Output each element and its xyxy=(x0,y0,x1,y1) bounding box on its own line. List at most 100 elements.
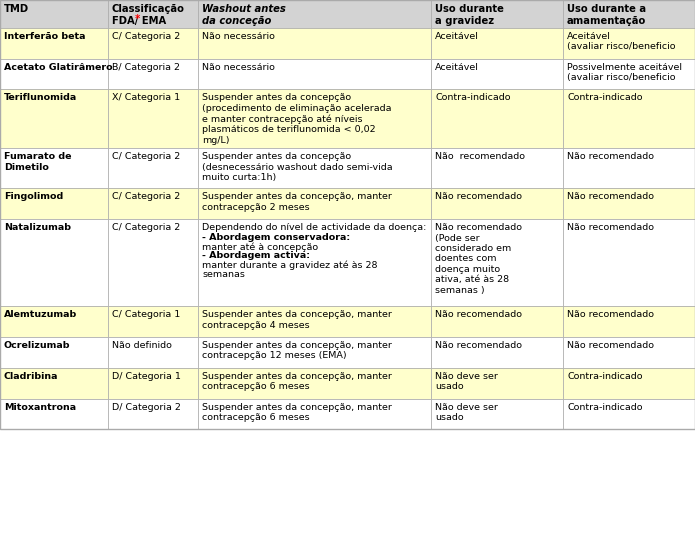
Text: TMD: TMD xyxy=(4,4,29,14)
Text: Fingolimod: Fingolimod xyxy=(4,193,63,201)
Bar xyxy=(108,306,198,337)
Bar xyxy=(431,148,563,188)
Text: Acetato Glatirâmero: Acetato Glatirâmero xyxy=(4,62,113,72)
Text: C/ Categoria 1: C/ Categoria 1 xyxy=(112,310,180,320)
Text: Não recomendado: Não recomendado xyxy=(567,193,654,201)
Bar xyxy=(431,220,563,306)
Bar xyxy=(108,89,198,148)
Bar xyxy=(198,368,431,399)
Text: Cladribina: Cladribina xyxy=(4,372,58,381)
Bar xyxy=(431,28,563,59)
Bar xyxy=(108,220,198,306)
Text: Não recomendado: Não recomendado xyxy=(567,310,654,320)
Bar xyxy=(563,0,695,28)
Bar xyxy=(563,368,695,399)
Bar xyxy=(0,337,108,368)
Text: Não recomendado
(Pode ser
considerado em
doentes com
doença muito
ativa, até às : Não recomendado (Pode ser considerado em… xyxy=(435,223,522,295)
Bar xyxy=(198,399,431,429)
Bar xyxy=(108,59,198,89)
Text: Suspender antes da concepção, manter
contracepção 2 meses: Suspender antes da concepção, manter con… xyxy=(202,193,392,212)
Bar xyxy=(563,337,695,368)
Text: Suspender antes da concepção
(procedimento de eliminação acelerada
e manter cont: Suspender antes da concepção (procedimen… xyxy=(202,94,391,145)
Text: Suspender antes da concepção, manter
contracepção 6 meses: Suspender antes da concepção, manter con… xyxy=(202,372,392,391)
Bar xyxy=(563,28,695,59)
Text: semanas: semanas xyxy=(202,270,245,279)
Text: Contra-indicado: Contra-indicado xyxy=(567,372,642,381)
Bar xyxy=(198,59,431,89)
Bar xyxy=(108,28,198,59)
Text: Não definido: Não definido xyxy=(112,341,172,350)
Text: D/ Categoria 2: D/ Categoria 2 xyxy=(112,402,181,412)
Text: B/ Categoria 2: B/ Categoria 2 xyxy=(112,62,180,72)
Text: - Abordagem conservadora:: - Abordagem conservadora: xyxy=(202,232,350,242)
Text: *: * xyxy=(135,14,140,24)
Text: manter durante a gravidez até às 28: manter durante a gravidez até às 28 xyxy=(202,261,377,270)
Bar xyxy=(0,220,108,306)
Text: Uso durante a
amamentação: Uso durante a amamentação xyxy=(567,4,646,26)
Bar xyxy=(0,399,108,429)
Text: C/ Categoria 2: C/ Categoria 2 xyxy=(112,223,180,232)
Text: Não deve ser
usado: Não deve ser usado xyxy=(435,372,498,391)
Bar xyxy=(198,306,431,337)
Text: Dependendo do nível de actividade da doença:: Dependendo do nível de actividade da doe… xyxy=(202,223,426,232)
Bar xyxy=(198,337,431,368)
Bar xyxy=(108,0,198,28)
Bar xyxy=(431,368,563,399)
Text: Não necessário: Não necessário xyxy=(202,32,275,41)
Bar xyxy=(0,89,108,148)
Bar xyxy=(0,306,108,337)
Text: Suspender antes da concepção, manter
contracepção 4 meses: Suspender antes da concepção, manter con… xyxy=(202,310,392,330)
Text: Não recomendado: Não recomendado xyxy=(435,193,522,201)
Text: Teriflunomida: Teriflunomida xyxy=(4,94,77,102)
Text: Aceitável: Aceitável xyxy=(435,32,479,41)
Bar xyxy=(0,0,108,28)
Bar xyxy=(198,89,431,148)
Bar xyxy=(198,148,431,188)
Text: - Abordagem activa:: - Abordagem activa: xyxy=(202,251,310,260)
Bar xyxy=(563,306,695,337)
Bar xyxy=(0,59,108,89)
Text: Não deve ser
usado: Não deve ser usado xyxy=(435,402,498,422)
Text: Washout antes
da conceção: Washout antes da conceção xyxy=(202,4,286,26)
Text: Não necessário: Não necessário xyxy=(202,62,275,72)
Text: Uso durante
a gravidez: Uso durante a gravidez xyxy=(435,4,504,26)
Bar xyxy=(108,188,198,220)
Text: Aceitável
(avaliar risco/beneficio: Aceitável (avaliar risco/beneficio xyxy=(567,32,676,51)
Text: C/ Categoria 2: C/ Categoria 2 xyxy=(112,32,180,41)
Bar xyxy=(431,306,563,337)
Text: Aceitável: Aceitável xyxy=(435,62,479,72)
Text: C/ Categoria 2: C/ Categoria 2 xyxy=(112,152,180,161)
Bar xyxy=(0,0,695,429)
Text: Não recomendado: Não recomendado xyxy=(567,341,654,350)
Bar xyxy=(0,148,108,188)
Bar xyxy=(563,399,695,429)
Text: X/ Categoria 1: X/ Categoria 1 xyxy=(112,94,180,102)
Text: Fumarato de
Dimetilo: Fumarato de Dimetilo xyxy=(4,152,72,172)
Text: Contra-indicado: Contra-indicado xyxy=(567,402,642,412)
Text: Classificação
FDA/ EMA: Classificação FDA/ EMA xyxy=(112,4,185,26)
Bar xyxy=(198,220,431,306)
Text: Suspender antes da concepção
(desnecessário washout dado semi-vida
muito curta:1: Suspender antes da concepção (desnecessá… xyxy=(202,152,393,182)
Bar xyxy=(108,399,198,429)
Bar xyxy=(0,188,108,220)
Text: Alemtuzumab: Alemtuzumab xyxy=(4,310,77,320)
Text: Não  recomendado: Não recomendado xyxy=(435,152,525,161)
Bar xyxy=(563,89,695,148)
Text: C/ Categoria 2: C/ Categoria 2 xyxy=(112,193,180,201)
Bar xyxy=(198,0,431,28)
Text: Contra-indicado: Contra-indicado xyxy=(567,94,642,102)
Text: D/ Categoria 1: D/ Categoria 1 xyxy=(112,372,181,381)
Text: Não recomendado: Não recomendado xyxy=(567,223,654,232)
Bar xyxy=(0,28,108,59)
Text: manter até à concepção: manter até à concepção xyxy=(202,242,318,252)
Bar xyxy=(198,28,431,59)
Bar xyxy=(431,89,563,148)
Bar xyxy=(431,337,563,368)
Text: Suspender antes da concepção, manter
contracepção 12 meses (EMA): Suspender antes da concepção, manter con… xyxy=(202,341,392,360)
Bar xyxy=(431,399,563,429)
Bar xyxy=(563,148,695,188)
Bar xyxy=(108,148,198,188)
Text: Possivelmente aceitável
(avaliar risco/beneficio: Possivelmente aceitável (avaliar risco/b… xyxy=(567,62,682,82)
Bar xyxy=(431,0,563,28)
Text: Não recomendado: Não recomendado xyxy=(435,341,522,350)
